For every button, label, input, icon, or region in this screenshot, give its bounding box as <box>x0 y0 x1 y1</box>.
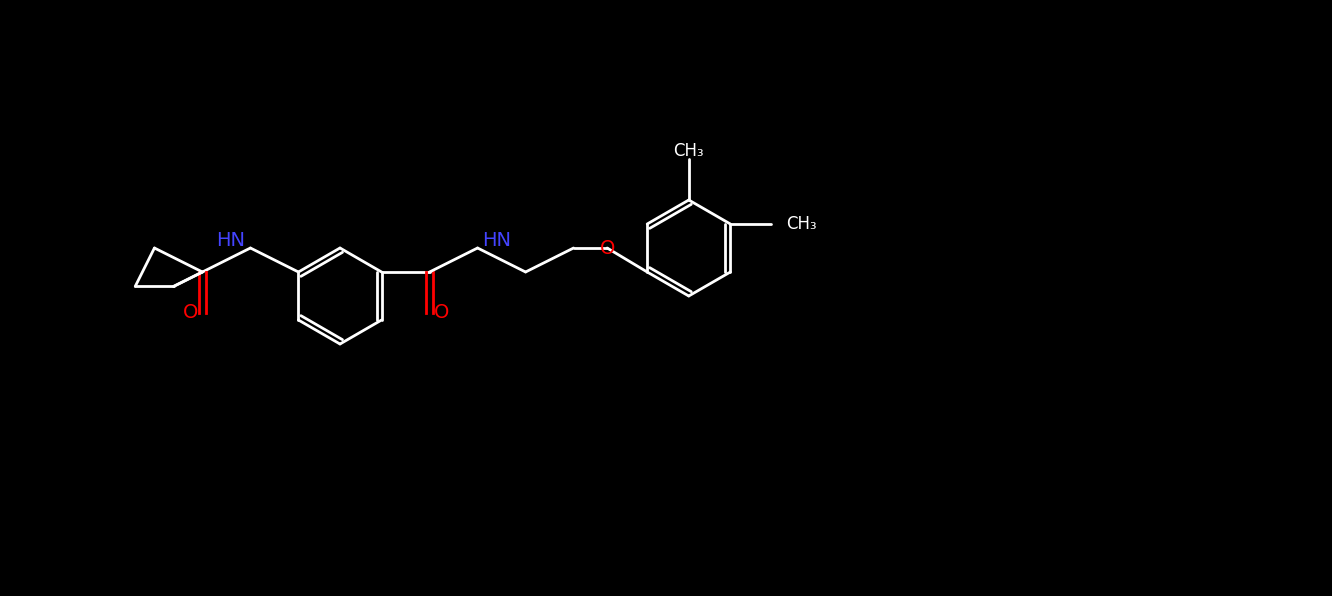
Text: O: O <box>434 303 449 322</box>
Text: CH₃: CH₃ <box>786 215 817 233</box>
Text: HN: HN <box>216 231 245 250</box>
Text: O: O <box>182 303 198 322</box>
Text: O: O <box>599 238 615 257</box>
Text: CH₃: CH₃ <box>674 142 705 160</box>
Text: HN: HN <box>482 231 511 250</box>
